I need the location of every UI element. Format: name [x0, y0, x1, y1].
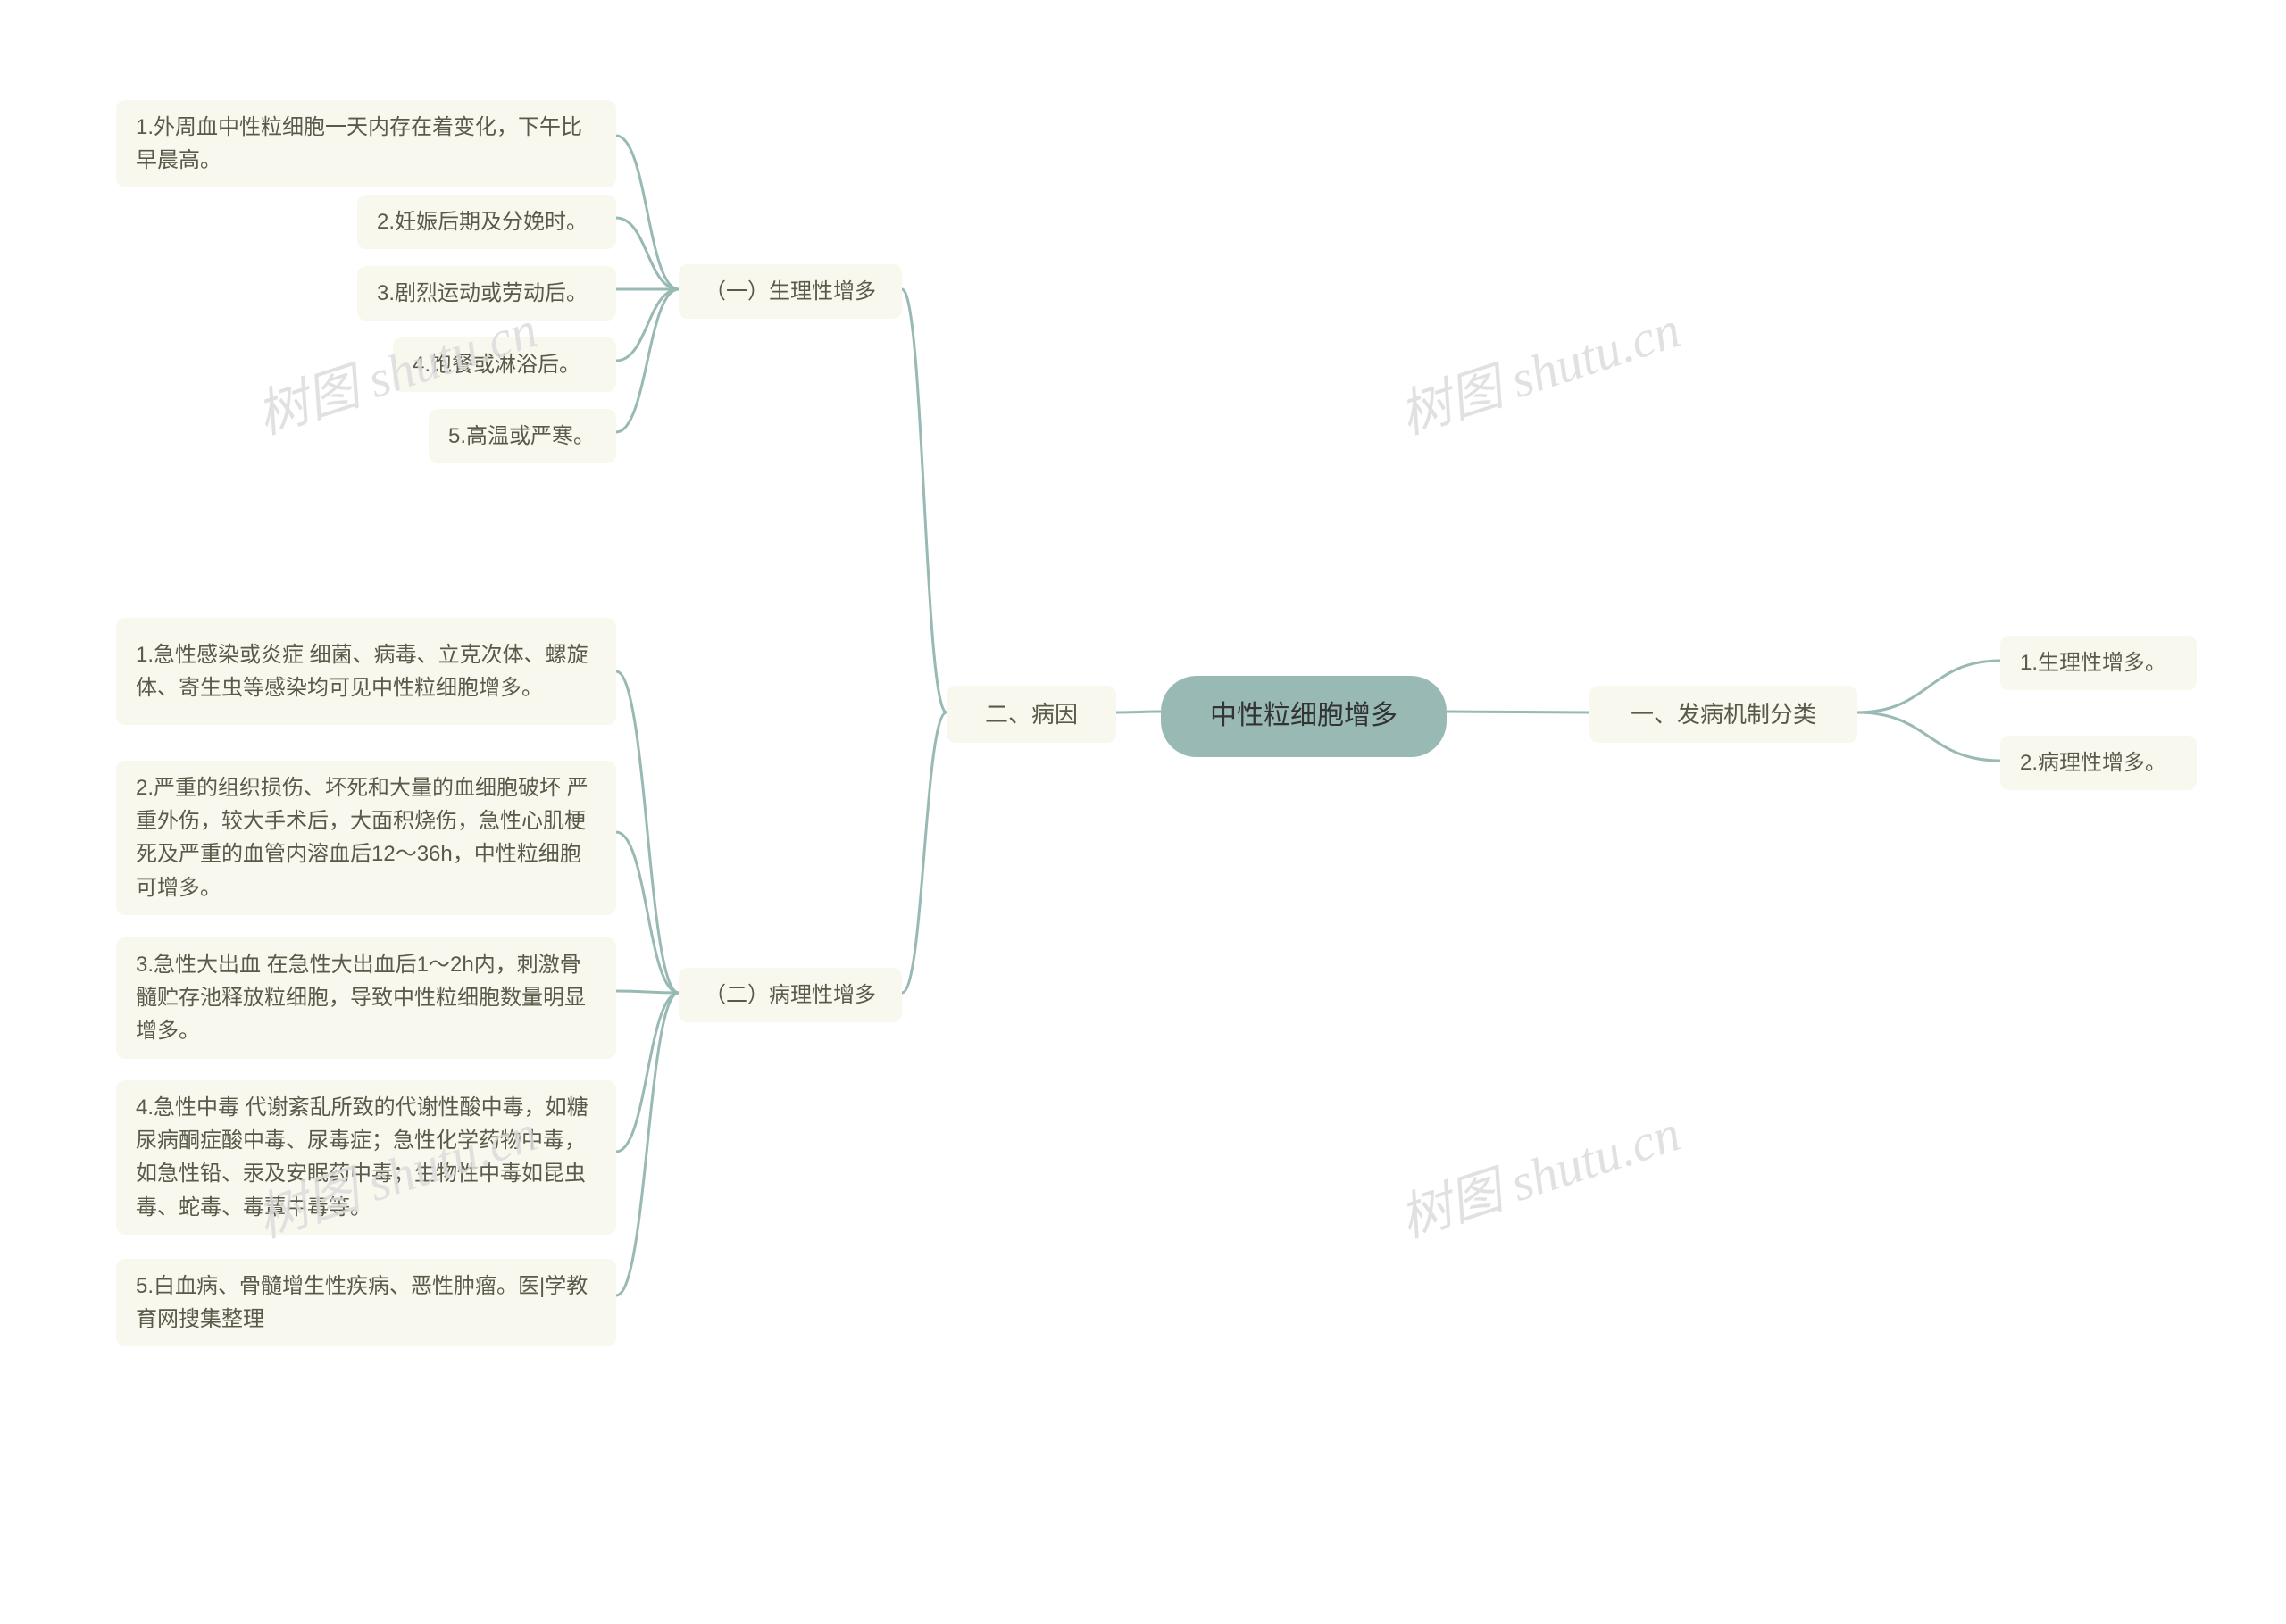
cat1-leaf-4: 4.饱餐或淋浴后。	[393, 337, 616, 392]
cat1-leaf-2: 2.妊娠后期及分娩时。	[357, 195, 616, 249]
cat2-leaf-2: 2.严重的组织损伤、坏死和大量的血细胞破坏 严重外伤，较大手术后，大面积烧伤，急…	[116, 761, 616, 915]
right-leaf-1: 1.生理性增多。	[2000, 636, 2197, 690]
root-node: 中性粒细胞增多	[1161, 676, 1447, 757]
branch-left: 二、病因	[947, 686, 1116, 743]
cat2-leaf-4: 4.急性中毒 代谢紊乱所致的代谢性酸中毒，如糖尿病酮症酸中毒、尿毒症；急性化学药…	[116, 1080, 616, 1235]
cat2-leaf-3: 3.急性大出血 在急性大出血后1～2h内，刺激骨髓贮存池释放粒细胞，导致中性粒细…	[116, 937, 616, 1059]
branch-right: 一、发病机制分类	[1589, 686, 1857, 743]
cat1-leaf-3: 3.剧烈运动或劳动后。	[357, 266, 616, 321]
cat2-leaf-1: 1.急性感染或炎症 细菌、病毒、立克次体、螺旋体、寄生虫等感染均可见中性粒细胞增…	[116, 618, 616, 725]
category-physiological: （一）生理性增多	[679, 264, 902, 319]
watermark: 树图 shutu.cn	[1389, 1091, 1688, 1252]
watermark: 树图 shutu.cn	[1389, 287, 1688, 448]
category-pathological: （二）病理性增多	[679, 968, 902, 1022]
cat1-leaf-5: 5.高温或严寒。	[429, 409, 616, 463]
right-leaf-2: 2.病理性增多。	[2000, 736, 2197, 790]
cat1-leaf-1: 1.外周血中性粒细胞一天内存在着变化，下午比早晨高。	[116, 100, 616, 187]
cat2-leaf-5: 5.白血病、骨髓增生性疾病、恶性肿瘤。医|学教育网搜集整理	[116, 1259, 616, 1346]
